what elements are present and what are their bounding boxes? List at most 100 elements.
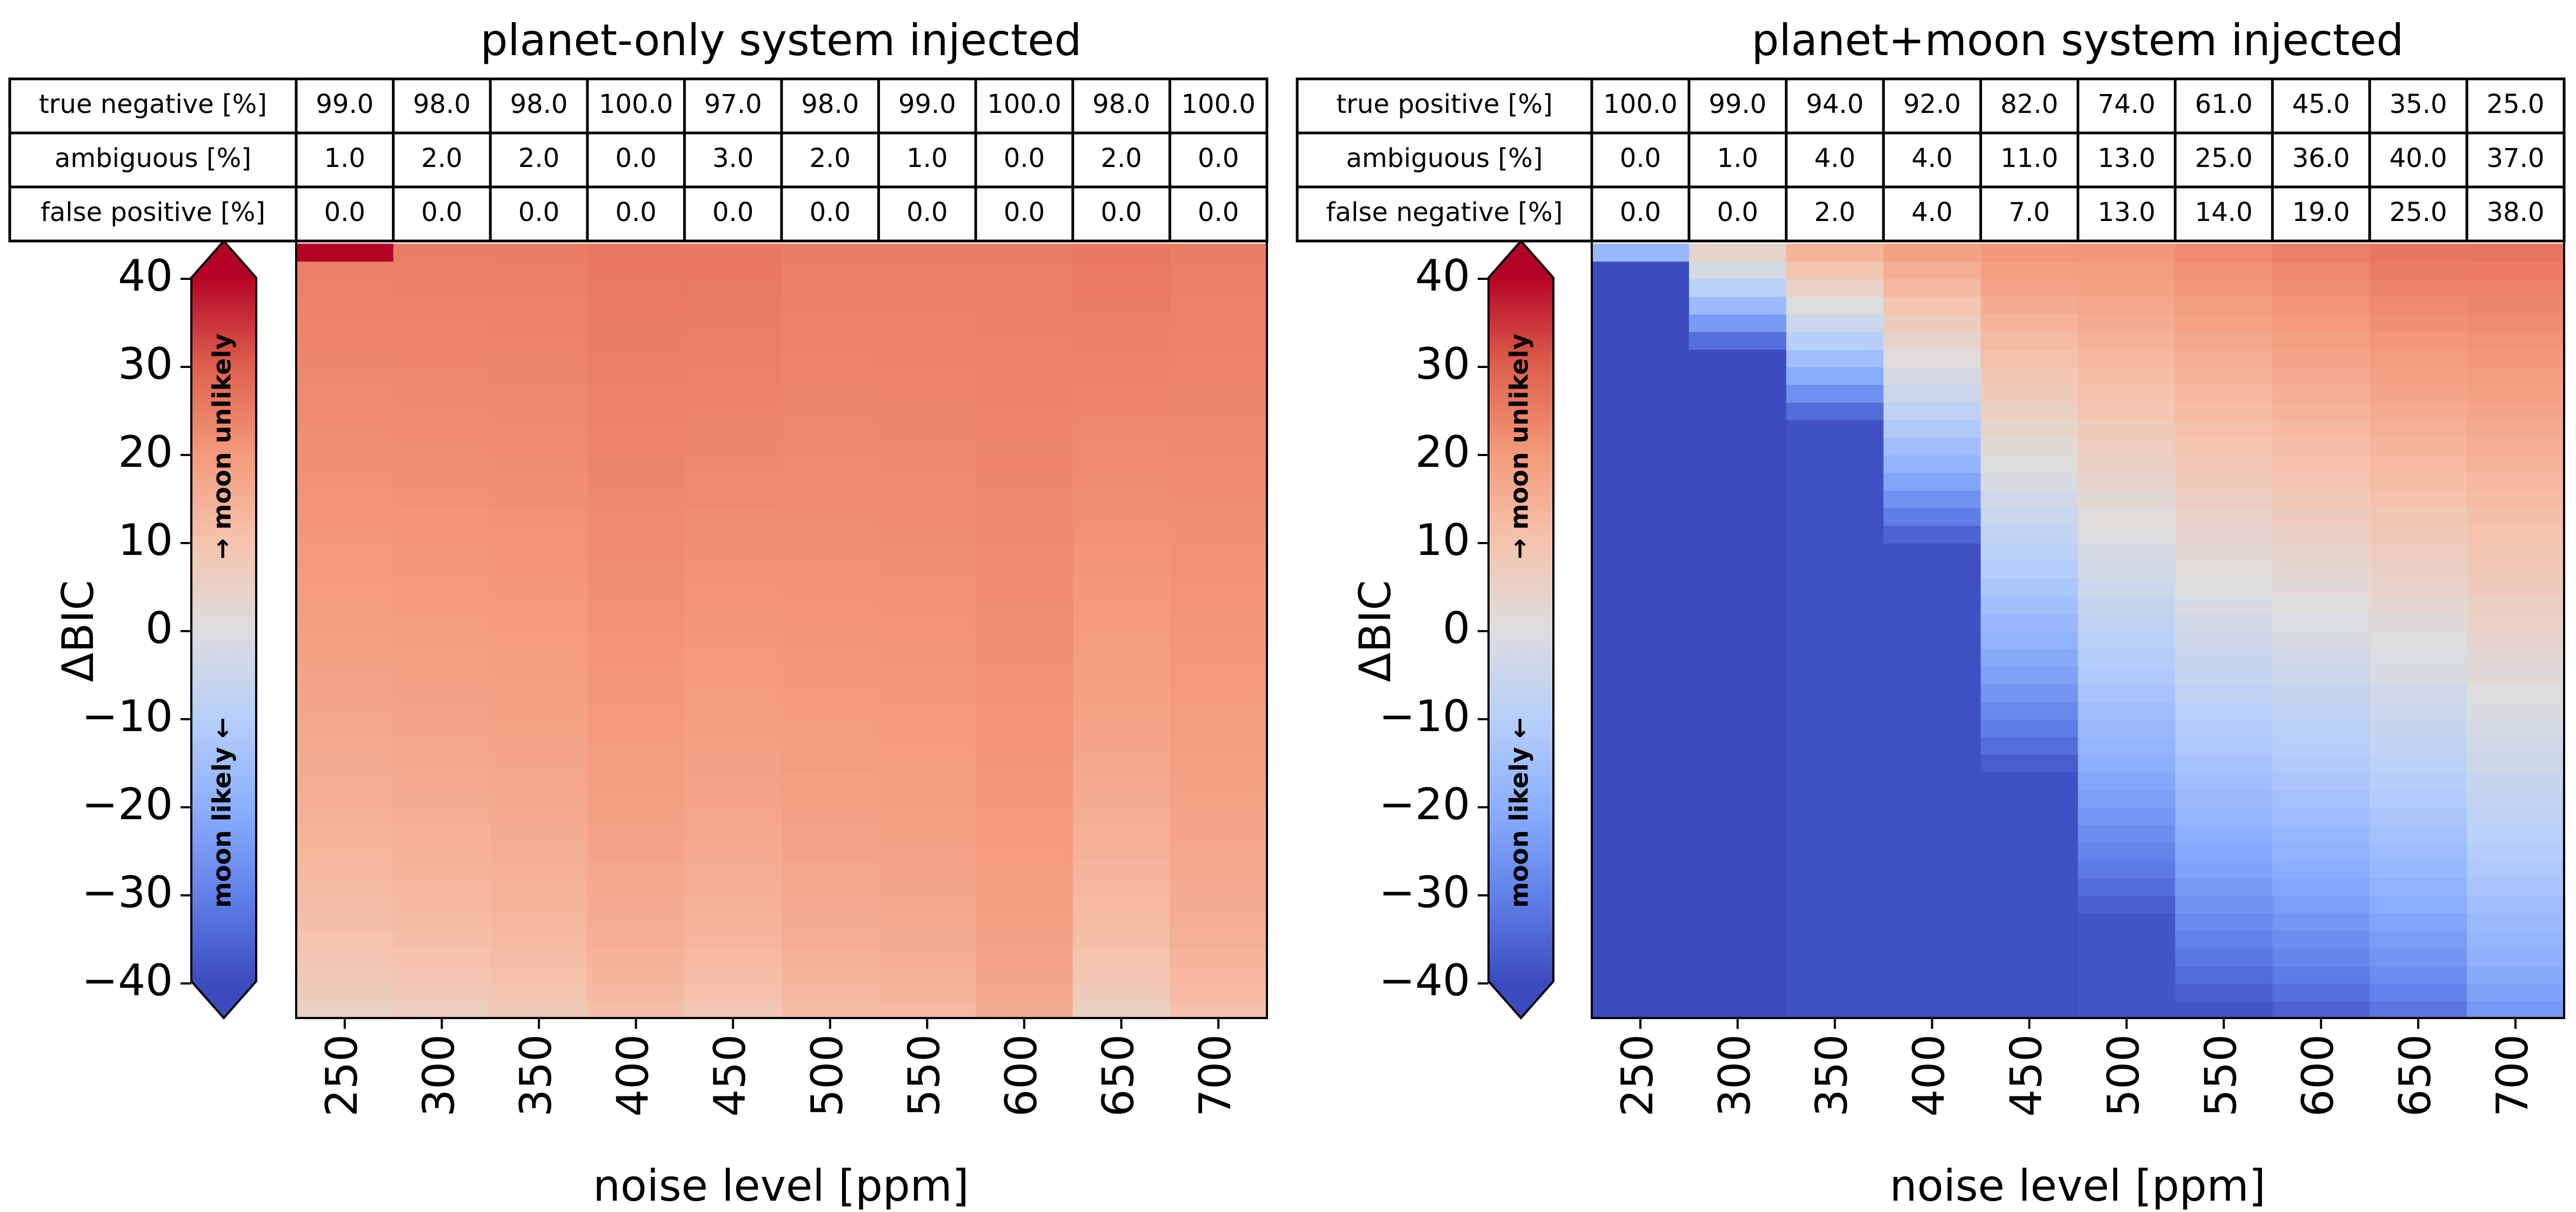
heatmap-cell (2370, 701, 2467, 720)
table-cell: 2.0 (810, 143, 851, 173)
heatmap-cell (2272, 736, 2370, 755)
heatmap-cell (2078, 842, 2176, 861)
heatmap-cell (2467, 402, 2565, 420)
heatmap-cell (1592, 525, 1690, 544)
heatmap-cell (1592, 860, 1690, 879)
heatmap-cell (2078, 878, 2176, 896)
heatmap-cell (2272, 648, 2370, 667)
heatmap-cell (587, 719, 685, 738)
heatmap-cell (1980, 930, 2079, 949)
heatmap-cell (684, 578, 782, 597)
heatmap-cell (490, 472, 588, 491)
y-tick-label: −40 (82, 955, 173, 1006)
heatmap-cell (1170, 860, 1267, 879)
heatmap-cell (782, 525, 879, 544)
heatmap-cell (1883, 983, 1981, 1002)
heatmap-cell (1980, 331, 2079, 350)
heatmap-cell (1072, 437, 1171, 456)
heatmap-cell (393, 455, 491, 473)
heatmap-cell (587, 684, 685, 702)
table-cell: 98.0 (801, 89, 859, 119)
heatmap-cell (2175, 684, 2273, 702)
heatmap-cell (393, 437, 491, 456)
heatmap-cell (2175, 578, 2273, 597)
heatmap-cell (1170, 719, 1267, 738)
heatmap-cell (2175, 825, 2273, 843)
heatmap-cell (1689, 789, 1787, 808)
heatmap-cell (684, 314, 782, 332)
heatmap-cell (782, 948, 879, 967)
heatmap-cell (1072, 842, 1171, 861)
y-tick-label: 40 (118, 251, 173, 301)
heatmap-cell (684, 384, 782, 403)
heatmap-cell (878, 543, 976, 561)
heatmap-cell (782, 648, 879, 667)
heatmap-cell (296, 384, 394, 403)
heatmap-cell (1072, 913, 1171, 931)
heatmap-cell (1980, 402, 2079, 420)
heatmap-cell (1883, 666, 1981, 685)
heatmap-cell (1072, 754, 1171, 773)
table-cell: 37.0 (2487, 143, 2545, 173)
x-tick-label: 650 (2390, 1034, 2440, 1117)
table-cell: 11.0 (2000, 143, 2058, 173)
heatmap-cell (1592, 1001, 1690, 1019)
heatmap-cell (296, 878, 394, 896)
heatmap-cell (2175, 367, 2273, 385)
heatmap-cell (2370, 243, 2467, 262)
heatmap-cell (1980, 578, 2079, 597)
heatmap-cell (2078, 1001, 2176, 1019)
heatmap-cell (296, 543, 394, 561)
heatmap-cell (2175, 648, 2273, 667)
heatmap-cell (490, 842, 588, 861)
heatmap-cell (1072, 384, 1171, 403)
heatmap-cell (587, 878, 685, 896)
heatmap-cell (587, 666, 685, 685)
heatmap-cell (587, 543, 685, 561)
heatmap-cell (2078, 437, 2176, 456)
heatmap-cell (490, 560, 588, 579)
heatmap-cell (2467, 525, 2565, 544)
heatmap-cell (2175, 384, 2273, 403)
heatmap-cell (1980, 948, 2079, 967)
heatmap-cell (2078, 895, 2176, 914)
heatmap-cell (878, 578, 976, 597)
heatmap-cell (1170, 578, 1267, 597)
heatmap-cell (2078, 543, 2176, 561)
heatmap-cell (1980, 349, 2079, 367)
heatmap-cell (976, 595, 1073, 614)
heatmap-cell (1592, 384, 1690, 403)
heatmap-cell (296, 719, 394, 738)
heatmap-cell (2272, 895, 2370, 914)
y-tick-label: 10 (1415, 515, 1470, 565)
heatmap-cell (587, 631, 685, 649)
heatmap-cell (2175, 878, 2273, 896)
heatmap-cell (1883, 701, 1981, 720)
table-cell: 38.0 (2487, 197, 2545, 227)
heatmap-cell (2467, 296, 2565, 314)
heatmap-cell (1786, 578, 1884, 597)
y-tick-label: −10 (82, 691, 173, 741)
heatmap-cell (1883, 648, 1981, 667)
heatmap-cell (2078, 719, 2176, 738)
heatmap-cell (1592, 472, 1690, 491)
heatmap-cell (1883, 490, 1981, 508)
heatmap-cell (1072, 525, 1171, 544)
heatmap-cell (1170, 966, 1267, 984)
heatmap-cell (976, 684, 1073, 702)
heatmap-cell (2175, 472, 2273, 491)
heatmap-cell (878, 966, 976, 984)
heatmap-cell (490, 279, 588, 297)
heatmap-cell (2175, 243, 2273, 262)
heatmap-cell (1980, 525, 2079, 544)
heatmap-cell (2467, 243, 2565, 262)
heatmap-cell (1592, 983, 1690, 1002)
y-tick-label: −30 (1379, 867, 1470, 918)
heatmap-cell (1592, 507, 1690, 526)
heatmap-cell (587, 384, 685, 403)
heatmap-cell (684, 948, 782, 967)
heatmap-cell (1786, 314, 1884, 332)
heatmap-cell (878, 754, 976, 773)
heatmap-cell (1786, 825, 1884, 843)
x-tick-label: 600 (2293, 1034, 2343, 1117)
